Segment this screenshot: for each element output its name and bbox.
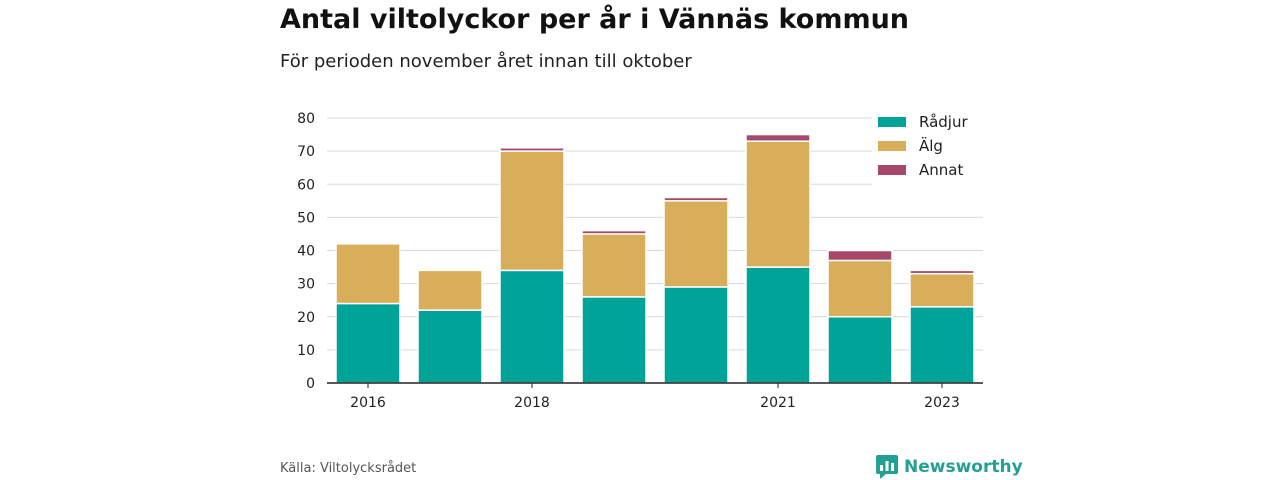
legend-swatch: [878, 165, 906, 175]
bar-segment: [500, 270, 564, 383]
bar-segment: [582, 234, 646, 297]
bar-segment: [746, 135, 810, 142]
bar-segment: [910, 307, 974, 383]
legend-label: Rådjur: [919, 113, 968, 131]
bar-segment: [828, 317, 892, 383]
source-note: Källa: Viltolycksrådet: [280, 461, 416, 476]
bar-segment: [828, 251, 892, 261]
y-tick-label: 30: [297, 277, 315, 293]
x-tick-label: 2018: [514, 395, 550, 411]
y-tick-label: 40: [297, 244, 315, 260]
bar-segment: [582, 231, 646, 234]
y-tick-label: 10: [297, 343, 315, 359]
bar-segment: [746, 267, 810, 383]
y-tick-label: 0: [306, 376, 315, 392]
bar-segment: [910, 270, 974, 273]
legend-swatch: [878, 141, 906, 151]
bar-segment: [418, 310, 482, 383]
brand-name: Newsworthy: [904, 457, 1023, 477]
bar-segment: [664, 198, 728, 201]
legend-swatch: [878, 117, 906, 127]
bar-segment: [500, 148, 564, 151]
legend-label: Annat: [919, 161, 963, 179]
brand-logo: Newsworthy: [876, 455, 1023, 479]
x-tick-label: 2021: [760, 395, 796, 411]
bar-segment: [336, 244, 400, 304]
bar-segment: [336, 304, 400, 384]
bar-segment: [664, 201, 728, 287]
bar-segment: [664, 287, 728, 383]
x-tick-label: 2023: [924, 395, 960, 411]
x-tick-label: 2016: [350, 395, 386, 411]
bar-segment: [746, 141, 810, 267]
y-tick-label: 70: [297, 144, 315, 160]
bar-segment: [418, 270, 482, 310]
bar-segment: [582, 297, 646, 383]
bar-segment: [910, 274, 974, 307]
y-tick-label: 60: [297, 177, 315, 193]
y-tick-label: 80: [297, 111, 315, 127]
y-tick-label: 20: [297, 310, 315, 326]
newsworthy-icon: [876, 455, 898, 479]
bar-segment: [828, 260, 892, 316]
legend-label: Älg: [919, 136, 943, 155]
bar-segment: [500, 151, 564, 270]
y-tick-label: 50: [297, 210, 315, 226]
